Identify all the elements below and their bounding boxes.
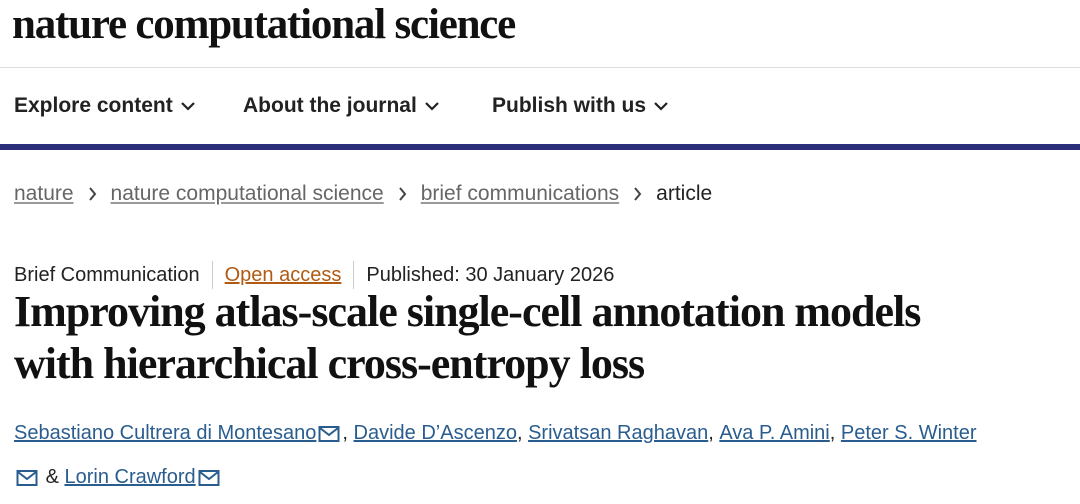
accent-bar [0, 144, 1080, 150]
breadcrumb-current: article [656, 182, 713, 205]
email-icon[interactable] [16, 469, 38, 487]
article-title: Improving atlas-scale single-cell annota… [14, 287, 921, 336]
author-list: & Lorin Crawford [14, 466, 222, 489]
author[interactable]: Peter S. Winter [840, 422, 977, 444]
published-date: Published: 30 January 2026 [366, 263, 615, 286]
separator: , [342, 422, 348, 444]
nav-item[interactable]: Publish with us [492, 94, 668, 118]
nav-item[interactable]: Explore content [14, 94, 195, 118]
email-icon[interactable] [198, 469, 220, 487]
author[interactable]: Sebastiano Cultrera di Montesano [14, 422, 317, 444]
separator: , [516, 422, 523, 444]
conjunction: & [45, 466, 59, 488]
chevron [88, 187, 96, 201]
separator [353, 261, 355, 289]
email-icon[interactable] [318, 425, 340, 443]
author[interactable]: Srivatsan Raghavan [528, 422, 709, 444]
nav-label[interactable]: Explore content [14, 94, 173, 117]
open-access[interactable]: Open access [224, 263, 342, 286]
divider [0, 67, 1080, 68]
author[interactable]: Lorin Crawford [64, 466, 196, 488]
breadcrumb-link[interactable]: brief communications [420, 182, 620, 205]
chevron [425, 102, 439, 111]
nav-label[interactable]: About the journal [243, 94, 417, 117]
breadcrumb: nature nature computational science brie… [14, 182, 712, 206]
nav-label[interactable]: Publish with us [492, 94, 647, 117]
separator: , [708, 422, 714, 444]
nav-item[interactable]: About the journal [243, 94, 439, 118]
author[interactable]: Ava P. Amini [719, 422, 830, 444]
breadcrumb-link[interactable]: nature computational science [110, 182, 384, 205]
separator [211, 261, 213, 289]
chevron [634, 187, 642, 201]
author[interactable]: Davide D’Ascenzo [353, 422, 517, 444]
chevron [398, 187, 407, 201]
chevron [654, 102, 668, 111]
journal-logo[interactable]: nature computational science [12, 1, 516, 48]
separator: , [829, 422, 836, 444]
breadcrumb-link[interactable]: nature [14, 182, 74, 205]
author-list: Sebastiano Cultrera di Montesano , David… [14, 422, 977, 445]
chevron [180, 102, 195, 111]
article-type: Brief Communication [14, 263, 200, 286]
article-title: with hierarchical cross-entropy loss [14, 339, 645, 388]
article-meta: Brief Communication Open access Publishe… [14, 261, 614, 289]
